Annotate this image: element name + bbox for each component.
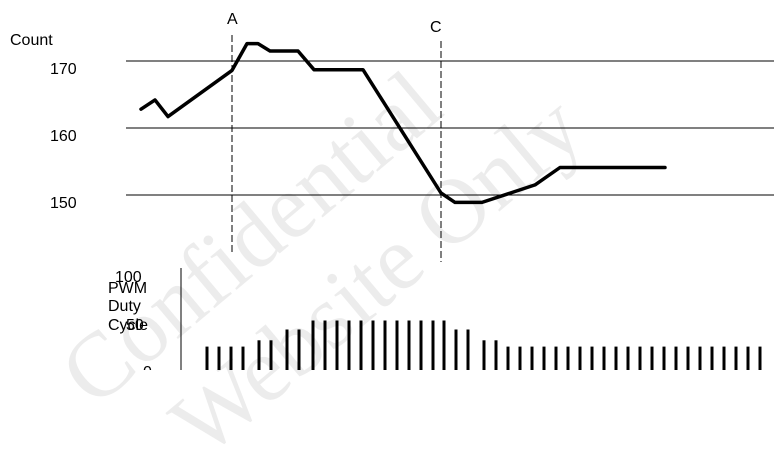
pwm-bar [297,329,301,370]
pwm-bar [359,320,363,370]
pwm-bar [442,320,446,370]
pwm-bar [205,346,209,370]
pwm-bar [554,346,558,370]
pwm-bar [542,346,546,370]
pwm-bar [590,346,594,370]
pwm-bar [335,320,339,370]
tick-label-150: 150 [50,195,77,212]
pwm-bar [506,346,510,370]
pwm-bar [229,346,233,370]
tick-label-160: 160 [50,128,77,145]
chart-figure: A C Count 170 160 150 PWM Duty Cycle 100… [10,11,774,370]
count-axis-title: Count [10,32,53,49]
pwm-bar [383,320,387,370]
pwm-bar [454,329,458,370]
tick-label-100: 100 [115,269,142,286]
pwm-bar [494,340,498,370]
marker-c-label: C [430,19,442,36]
count-grid [126,60,774,196]
pwm-bar [395,320,399,370]
pwm-bar [530,346,534,370]
pwm-bars [205,320,762,370]
pwm-bar [518,346,522,370]
pwm-bar [347,320,351,370]
pwm-bar [650,346,654,370]
pwm-axis: PWM Duty Cycle 100 50 0 [108,269,152,370]
pwm-bar [466,329,470,370]
pwm-axis-title-line2: Duty [108,298,141,315]
pwm-bar [241,346,245,370]
pwm-bar [566,346,570,370]
pwm-axis-title-line3: Cycle [108,317,148,334]
pwm-bar [419,320,423,370]
count-series-line [139,41,667,205]
pwm-bar [710,346,714,370]
pwm-bar [407,320,411,370]
pwm-bar [578,346,582,370]
tick-label-0: 0 [143,364,152,370]
pwm-bar [431,320,435,370]
pwm-bar [257,340,261,370]
pwm-bar [734,346,738,370]
pwm-bar [482,340,486,370]
pwm-bar [614,346,618,370]
pwm-bar [746,346,750,370]
count-axis: Count 170 160 150 [10,32,77,212]
event-markers: A C [227,11,442,262]
marker-a-label: A [227,11,238,28]
pwm-bar [323,320,327,370]
pwm-bar [269,340,273,370]
pwm-bar [758,346,762,370]
pwm-bar [686,346,690,370]
pwm-bar [638,346,642,370]
tick-label-170: 170 [50,61,77,78]
pwm-bar [722,346,726,370]
tick-label-50: 50 [126,317,144,334]
pwm-axis-title-line1: PWM [108,280,147,297]
pwm-bar [602,346,606,370]
pwm-bar [626,346,630,370]
pwm-bar [217,346,221,370]
pwm-bar [698,346,702,370]
pwm-bar [311,320,315,370]
pwm-bar [285,329,289,370]
pwm-bar [371,320,375,370]
pwm-bar [662,346,666,370]
pwm-bar [674,346,678,370]
